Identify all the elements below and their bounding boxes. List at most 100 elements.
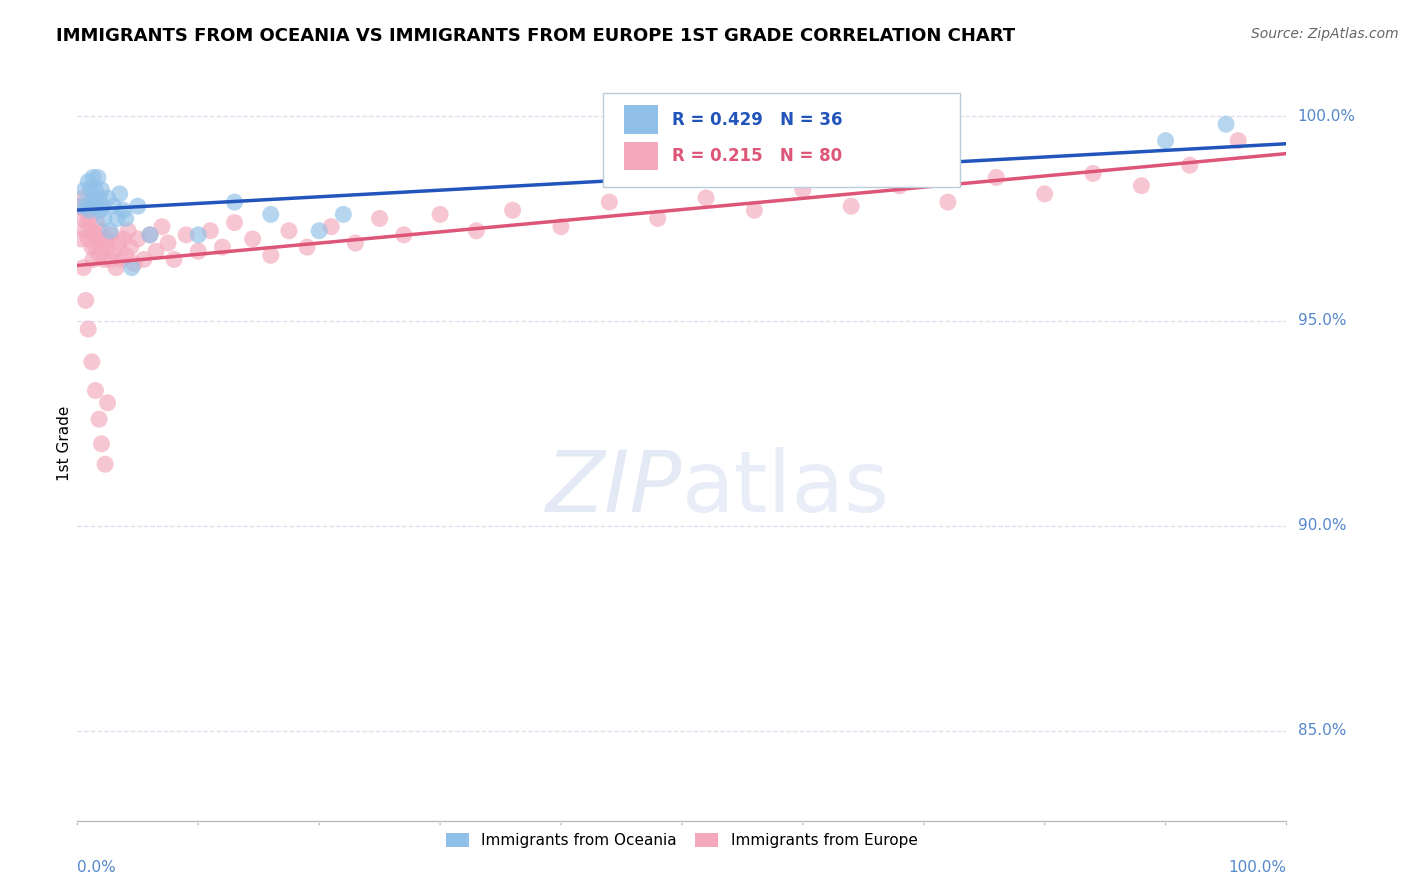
Point [1215,117,1237,131]
Point [73,183,96,197]
Point [73,224,96,238]
Point [392,227,415,242]
Point [839,199,862,213]
Point [87,232,110,246]
Text: 90.0%: 90.0% [1298,518,1346,533]
Point [86,195,108,210]
Point [145,244,167,259]
Point [108,186,131,201]
Point [1081,166,1104,180]
Point [89,203,111,218]
Point [83,227,105,242]
Point [224,195,246,210]
Point [224,216,246,230]
Point [912,166,935,180]
Point [79,224,101,238]
Point [332,207,354,221]
Point [647,211,669,226]
Point [76,199,98,213]
Point [70,199,93,213]
Point [174,227,197,242]
Point [87,191,110,205]
Point [112,203,135,218]
Point [72,191,94,205]
Point [87,412,110,426]
Point [1227,134,1250,148]
Point [127,199,149,213]
Text: R = 0.429   N = 36: R = 0.429 N = 36 [672,111,842,128]
Point [1130,178,1153,193]
Point [187,227,209,242]
Point [89,224,111,238]
Bar [624,142,658,170]
Point [139,227,162,242]
Point [76,216,98,230]
Point [96,240,118,254]
Point [84,183,107,197]
Point [77,232,100,246]
Point [200,224,222,238]
Point [70,232,93,246]
Point [84,384,107,398]
Point [80,355,103,369]
Point [90,240,112,254]
Point [100,227,122,242]
Text: atlas: atlas [682,448,890,531]
Point [132,252,155,267]
Point [122,256,145,270]
Point [103,244,125,259]
Point [105,260,128,275]
Point [87,170,110,185]
Point [598,195,620,210]
Point [260,207,283,221]
Point [87,248,110,262]
Point [79,203,101,218]
Point [75,293,97,308]
Point [936,195,959,210]
Point [75,203,97,218]
Point [70,211,93,226]
Point [72,260,94,275]
Point [242,232,264,246]
Point [117,224,139,238]
Text: ZIP: ZIP [546,448,682,531]
Point [1154,134,1177,148]
Point [90,183,112,197]
Text: 0.0%: 0.0% [77,860,117,874]
Text: 95.0%: 95.0% [1298,313,1346,328]
Point [321,219,343,234]
Point [278,224,301,238]
Point [93,252,115,267]
Point [121,260,143,275]
Point [120,240,142,254]
Point [107,235,129,250]
Point [295,240,318,254]
Point [96,191,118,205]
Point [1178,158,1201,172]
Point [105,211,128,226]
Point [98,252,121,267]
Text: 85.0%: 85.0% [1298,723,1346,738]
Point [93,211,115,226]
FancyBboxPatch shape [603,94,960,187]
Point [86,216,108,230]
Point [187,244,209,259]
Point [94,457,117,471]
Legend: Immigrants from Oceania, Immigrants from Europe: Immigrants from Oceania, Immigrants from… [440,827,924,855]
Point [110,252,132,267]
Point [90,436,112,450]
Point [986,170,1008,185]
Point [550,219,572,234]
Point [157,235,180,250]
Point [79,211,101,226]
Point [83,199,105,213]
Point [91,199,114,213]
Y-axis label: 1st Grade: 1st Grade [56,406,72,482]
Point [502,203,524,218]
Point [465,224,488,238]
Point [889,178,911,193]
Point [69,199,91,213]
Point [77,322,100,336]
Point [163,252,186,267]
Text: IMMIGRANTS FROM OCEANIA VS IMMIGRANTS FROM EUROPE 1ST GRADE CORRELATION CHART: IMMIGRANTS FROM OCEANIA VS IMMIGRANTS FR… [56,27,1015,45]
